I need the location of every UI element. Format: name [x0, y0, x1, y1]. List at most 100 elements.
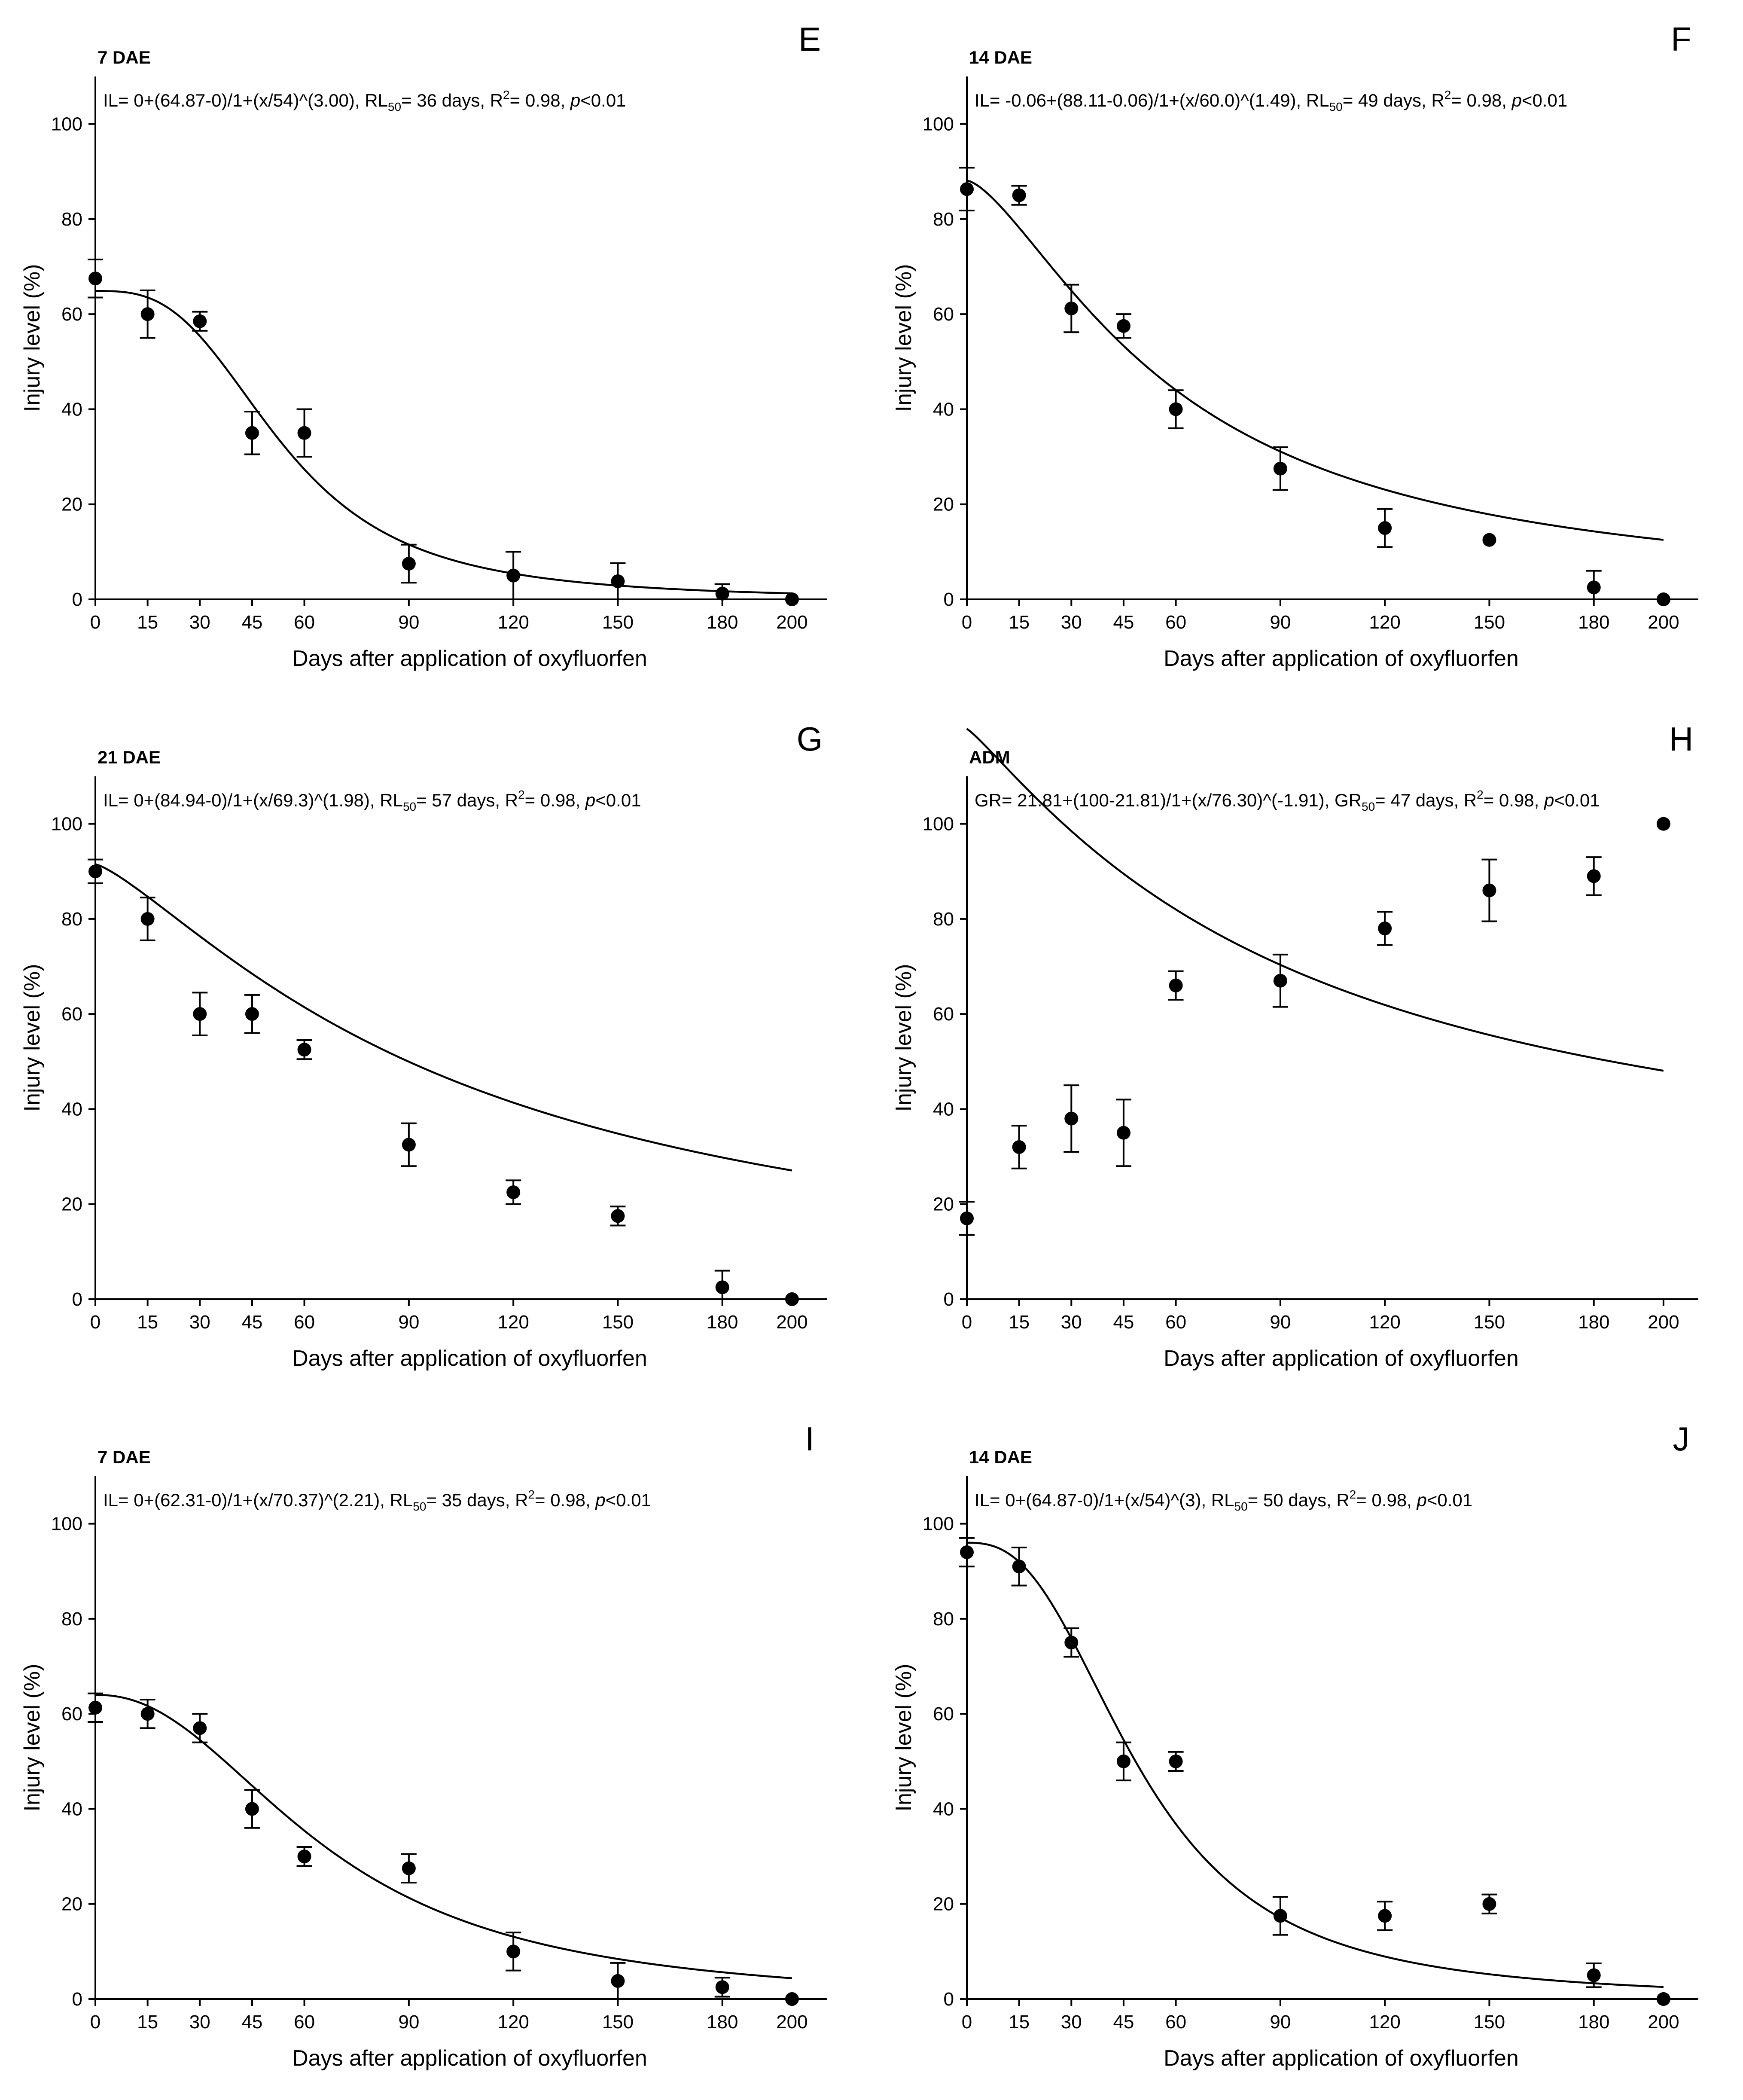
y-tick-label: 40 — [933, 399, 954, 420]
equation-text: = 36 days, R — [401, 90, 503, 110]
equation-text: = 57 days, R — [416, 790, 518, 810]
data-point — [140, 912, 155, 926]
data-point — [1169, 402, 1183, 416]
equation-p: p — [1511, 90, 1522, 110]
y-axis-title: Injury level (%) — [20, 964, 45, 1112]
x-tick-label: 0 — [90, 1312, 101, 1333]
data-point — [960, 1545, 974, 1560]
x-tick-label: 60 — [294, 612, 315, 633]
panel-label: 21 DAE — [98, 747, 161, 767]
y-tick-label: 20 — [933, 494, 954, 515]
panel-f: 0 20 40 60 80 100 0 15 30 45 60 90 120 150 180 200 Days … — [891, 20, 1698, 671]
data-point — [785, 1992, 799, 2006]
y-tick-label: 60 — [61, 1703, 82, 1725]
x-tick-label: 180 — [707, 1312, 738, 1333]
data-point — [506, 568, 521, 583]
data-point — [506, 1944, 521, 1959]
y-tick-label: 40 — [61, 1099, 82, 1120]
data-point — [1378, 1909, 1392, 1923]
equation-symbol: RL — [390, 1490, 413, 1510]
x-axis-title: Days after application of oxyfluorfen — [292, 646, 647, 671]
x-tick-label: 0 — [90, 612, 101, 633]
x-tick-label: 200 — [776, 1312, 808, 1333]
data-point — [611, 1209, 625, 1223]
x-tick-label: 45 — [1113, 1312, 1134, 1333]
x-tick-label: 30 — [189, 1312, 210, 1333]
panel-h: 0 20 40 60 80 100 0 15 30 45 60 90 120 150 180 200 Days … — [891, 720, 1698, 1371]
y-tick-label: 100 — [923, 814, 954, 835]
x-tick-label: 150 — [1474, 1312, 1505, 1333]
data-point — [1273, 974, 1287, 988]
data-point — [193, 1721, 207, 1735]
fit-equation: GR= 21.81+(100-21.81)/1+(x/76.30)^(-1.91… — [975, 788, 1600, 813]
x-tick-label: 90 — [1270, 1312, 1291, 1333]
x-tick-label: 150 — [602, 1312, 634, 1333]
panel-label: 14 DAE — [969, 1447, 1032, 1467]
y-tick-label: 100 — [51, 814, 82, 835]
y-axis-title: Injury level (%) — [20, 264, 45, 412]
data-point — [1064, 301, 1079, 315]
equation-text: = 49 days, R — [1343, 90, 1444, 110]
x-tick-label: 120 — [497, 612, 529, 633]
x-tick-label: 45 — [1113, 2011, 1134, 2033]
x-tick-label: 180 — [1578, 2011, 1609, 2033]
y-tick-label: 40 — [933, 1099, 954, 1120]
data-point — [88, 864, 102, 879]
x-tick-label: 150 — [602, 2011, 634, 2033]
y-tick-label: 0 — [944, 1989, 954, 2010]
panel-e: 0 20 40 60 80 100 0 15 30 45 60 90 120 150 180 200 Days … — [20, 20, 827, 671]
equation-text: = 0.98, — [535, 1490, 595, 1510]
equation-text: <0.01 — [580, 90, 626, 110]
fit-curve — [966, 728, 1664, 1072]
data-point — [402, 557, 416, 571]
x-tick-label: 0 — [962, 1312, 972, 1333]
equation-text: = 0.98, — [510, 90, 570, 110]
y-tick-label: 100 — [51, 114, 82, 135]
x-tick-label: 0 — [90, 2011, 101, 2033]
y-tick-label: 100 — [923, 114, 954, 135]
data-point — [1012, 1560, 1026, 1574]
y-tick-label: 0 — [72, 1989, 82, 2010]
equation-p: p — [585, 790, 595, 810]
fit-curve — [95, 863, 792, 1172]
x-tick-label: 200 — [1648, 1312, 1679, 1333]
y-tick-label: 80 — [933, 209, 954, 230]
y-tick-label: 100 — [51, 1514, 82, 1535]
x-tick-label: 15 — [137, 2011, 158, 2033]
x-tick-label: 90 — [398, 612, 419, 633]
x-tick-label: 60 — [1165, 612, 1186, 633]
equation-p: p — [570, 90, 580, 110]
data-point — [88, 1700, 102, 1715]
x-tick-label: 15 — [137, 612, 158, 633]
x-tick-label: 30 — [189, 612, 210, 633]
equation-symbol: RL — [1211, 1490, 1234, 1510]
data-point — [506, 1185, 521, 1200]
panel-letter: H — [1669, 720, 1693, 758]
y-tick-label: 20 — [61, 1194, 82, 1215]
data-point — [1012, 188, 1026, 202]
equation-subscript: 50 — [1362, 800, 1375, 813]
data-point — [1378, 922, 1392, 936]
x-tick-label: 30 — [1061, 612, 1082, 633]
x-tick-label: 90 — [398, 1312, 419, 1333]
x-tick-label: 60 — [1165, 2011, 1186, 2033]
equation-superscript: 2 — [1477, 788, 1484, 801]
panel-g: 0 20 40 60 80 100 0 15 30 45 60 90 120 150 180 200 Days … — [20, 720, 827, 1371]
x-tick-label: 60 — [294, 2011, 315, 2033]
data-point — [715, 1280, 729, 1294]
x-tick-label: 90 — [1270, 2011, 1291, 2033]
x-tick-label: 180 — [1578, 1312, 1609, 1333]
data-point — [1273, 1909, 1287, 1923]
x-axis-title: Days after application of oxyfluorfen — [292, 2046, 647, 2071]
x-tick-label: 200 — [1648, 2011, 1679, 2033]
panel-j: 0 20 40 60 80 100 0 15 30 45 60 90 120 150 180 200 Days … — [891, 1420, 1698, 2071]
data-point — [245, 1007, 259, 1021]
data-point — [297, 1850, 311, 1864]
x-tick-label: 200 — [1648, 612, 1679, 633]
equation-p: p — [594, 1490, 605, 1510]
equation-text: = 50 days, R — [1248, 1490, 1350, 1510]
equation-text: = 35 days, R — [426, 1490, 528, 1510]
data-point — [611, 1974, 625, 1988]
x-tick-label: 30 — [1061, 2011, 1082, 2033]
x-axis-title: Days after application of oxyfluorfen — [1164, 1346, 1519, 1371]
